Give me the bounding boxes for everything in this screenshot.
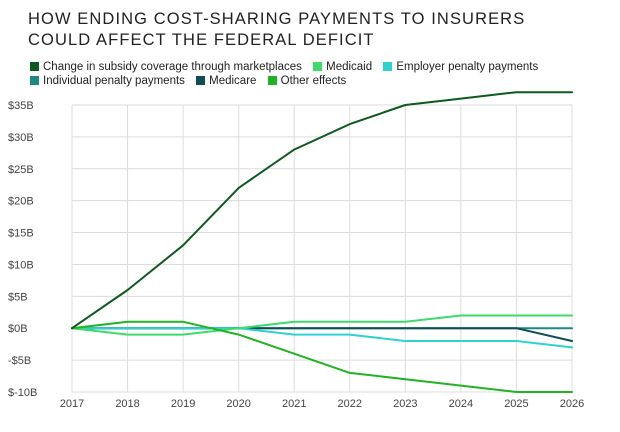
legend-item-other-effects: Other effects bbox=[267, 74, 347, 88]
x-tick-label: 2017 bbox=[60, 398, 84, 410]
legend-item-medicaid: Medicaid bbox=[313, 60, 372, 74]
legend-item-medicare: Medicare bbox=[196, 74, 256, 88]
y-tick-label: $35B bbox=[8, 100, 34, 112]
legend-swatch bbox=[313, 62, 323, 71]
x-tick-label: 2026 bbox=[560, 398, 584, 410]
legend-swatch bbox=[30, 62, 39, 71]
y-tick-label: $10B bbox=[8, 259, 34, 271]
y-tick-label: $30B bbox=[8, 132, 34, 144]
series-line-medicaid bbox=[71, 314, 573, 336]
chart-title-line-2: COULD AFFECT THE FEDERAL DEFICIT bbox=[28, 31, 375, 49]
y-tick-label: $5B bbox=[8, 291, 28, 303]
legend-label: Individual penalty payments bbox=[43, 75, 185, 87]
legend-label: Other effects bbox=[280, 75, 347, 87]
y-tick-label: $0B bbox=[8, 323, 28, 335]
legend-label: Change in subsidy coverage through marke… bbox=[43, 61, 302, 73]
y-tick-label: $-10B bbox=[8, 387, 37, 399]
y-tick-label: $15B bbox=[8, 228, 34, 240]
legend-swatch bbox=[383, 62, 393, 71]
legend-row-2: Individual penalty payments Medicare Oth… bbox=[30, 74, 610, 88]
series-line-employer-penalty-payments bbox=[71, 327, 573, 349]
legend-label: Employer penalty payments bbox=[396, 61, 539, 73]
chart-title: HOW ENDING COST-SHARING PAYMENTS TO INSU… bbox=[28, 9, 608, 51]
legend-swatch bbox=[30, 76, 39, 85]
x-tick-label: 2019 bbox=[171, 398, 195, 410]
chart-legend: Change in subsidy coverage through marke… bbox=[30, 60, 610, 88]
x-tick-label: 2024 bbox=[449, 398, 473, 410]
chart-title-line-1: HOW ENDING COST-SHARING PAYMENTS TO INSU… bbox=[28, 10, 526, 28]
x-tick-label: 2022 bbox=[338, 398, 362, 410]
x-tick-label: 2025 bbox=[504, 398, 528, 410]
legend-item-employer-penalty: Employer penalty payments bbox=[383, 60, 538, 74]
legend-item-individual-penalty: Individual penalty payments bbox=[30, 74, 185, 88]
legend-label: Medicare bbox=[209, 75, 257, 87]
x-tick-label: 2021 bbox=[282, 398, 306, 410]
y-tick-label: -$5B bbox=[8, 355, 31, 367]
legend-label: Medicaid bbox=[326, 61, 373, 73]
x-tick-label: 2020 bbox=[226, 398, 250, 410]
x-tick-label: 2018 bbox=[115, 398, 139, 410]
legend-swatch bbox=[267, 76, 277, 85]
legend-item-subsidy: Change in subsidy coverage through marke… bbox=[30, 60, 302, 74]
x-tick-label: 2023 bbox=[393, 398, 417, 410]
legend-row-1: Change in subsidy coverage through marke… bbox=[30, 60, 610, 74]
y-tick-label: $25B bbox=[8, 164, 34, 176]
y-tick-label: $20B bbox=[8, 196, 34, 208]
series-line-change-in-subsidy-coverage-through-marketplaces bbox=[71, 91, 573, 330]
legend-swatch bbox=[196, 76, 206, 85]
series-line-other-effects bbox=[71, 320, 573, 393]
